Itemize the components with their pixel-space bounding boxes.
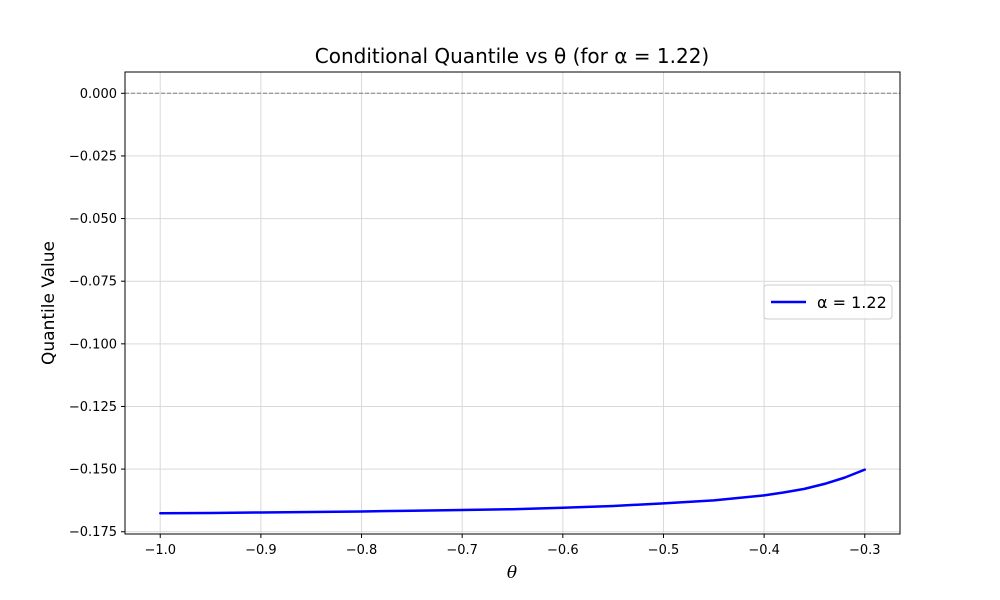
y-tick-label: −0.125 [69,400,117,415]
y-tick-label: −0.150 [69,463,117,478]
y-tick-label: −0.100 [69,337,117,352]
x-tick-label: −0.4 [748,543,780,558]
y-tick-label: −0.175 [69,525,117,540]
x-axis-ticks: −1.0 −0.9 −0.8 −0.7 −0.6 −0.5 −0.4 −0.3 [144,534,881,558]
x-tick-label: −0.5 [648,543,680,558]
y-tick-label: −0.075 [69,275,117,290]
series-layer [158,468,867,515]
x-axis-label: θ [507,563,517,583]
y-tick-label: −0.025 [69,149,117,164]
plot-area [124,71,901,535]
y-axis-ticks: 0.000 −0.025 −0.050 −0.075 −0.100 −0.125 −0.15… [69,87,125,540]
x-tick-label: −0.9 [245,543,277,558]
x-tick-label: −0.8 [346,543,378,558]
series-line-0 [158,468,867,515]
x-tick-label: −1.0 [144,543,176,558]
legend-label: α = 1.22 [817,293,887,312]
x-tick-label: −0.7 [446,543,478,558]
chart-title: Conditional Quantile vs θ (for α = 1.22) [315,44,709,68]
x-tick-label: −0.3 [849,543,881,558]
x-tick-label: −0.6 [547,543,579,558]
y-tick-label: −0.050 [69,212,117,227]
legend-box [763,284,893,320]
y-tick-label: 0.000 [80,87,117,102]
legend: α = 1.22 [763,284,893,320]
y-axis-label: Quantile Value [39,241,59,365]
